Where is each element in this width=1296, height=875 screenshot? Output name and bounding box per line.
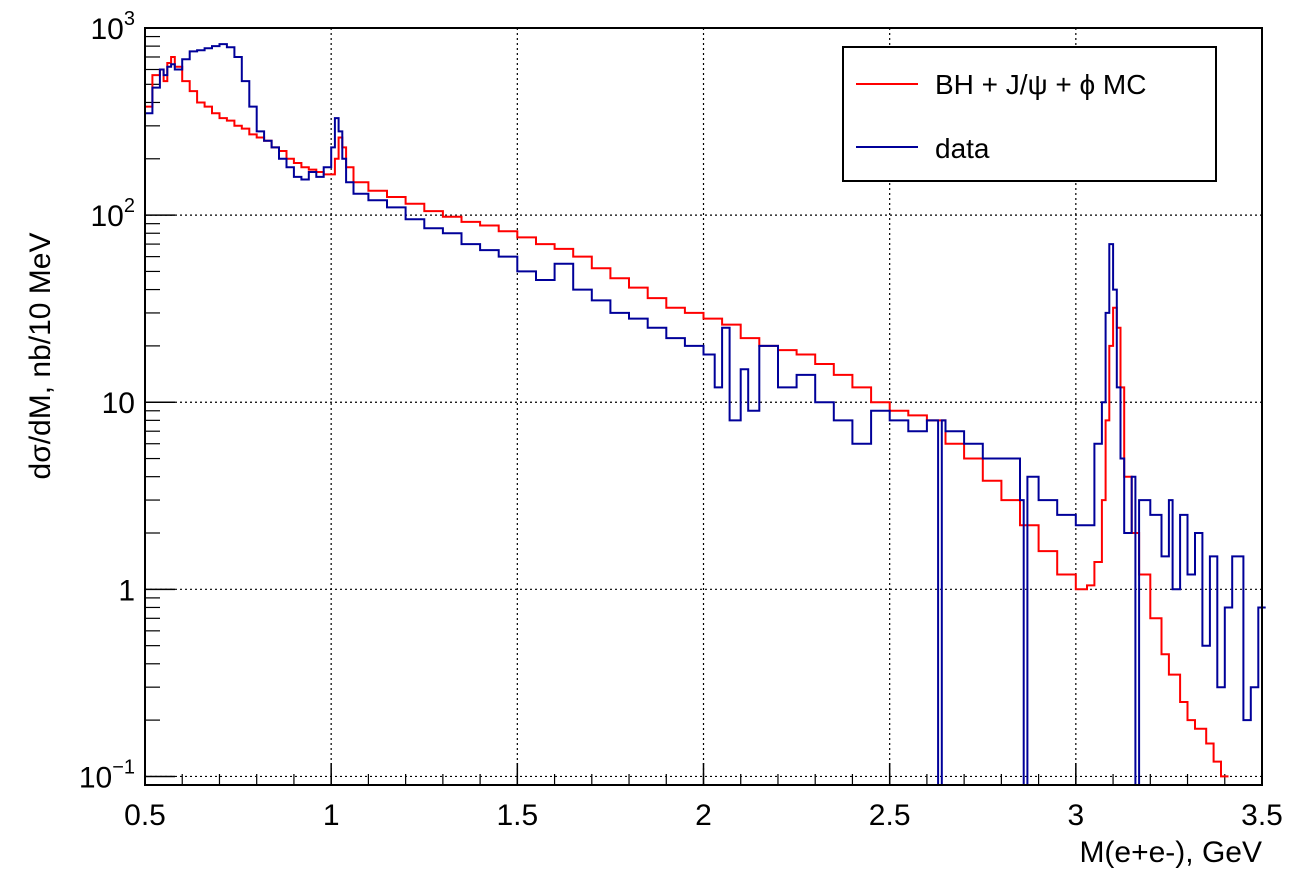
x-axis-title: M(e+e-), GeV [1079,836,1262,869]
legend-mc-label: BH + J/ψ + ϕ MC [935,69,1146,100]
series-mc-line [145,56,1229,778]
x-tick-label: 0.5 [124,799,166,832]
y-tick-label: 10 [102,387,135,420]
series-layer [145,43,1266,786]
x-tick-label: 2 [695,799,712,832]
x-tick-label: 2.5 [869,799,911,832]
y-tick-label: 103 [91,8,136,46]
x-tick-label: 3.5 [1241,799,1283,832]
y-axis-title: dσ/dM, nb/10 MeV [24,233,57,480]
tick-labels: 0.5 1 1.5 2 2.5 3 3.5 10−1 1 10 102 103 [79,8,1283,832]
y-tick-label: 102 [91,195,136,233]
series-data-line [145,43,1266,786]
y-tick-label: 1 [118,574,135,607]
minor-ticks [144,35,1263,785]
legend-box [842,46,1217,182]
legend: BH + J/ψ + ϕ MC data [842,46,1217,182]
x-tick-label: 1.5 [496,799,538,832]
y-tick-label: 10−1 [79,756,135,794]
x-tick-label: 3 [1067,799,1084,832]
legend-data-label: data [935,133,990,164]
axis-ticks [144,27,1263,785]
x-tick-label: 1 [323,799,340,832]
